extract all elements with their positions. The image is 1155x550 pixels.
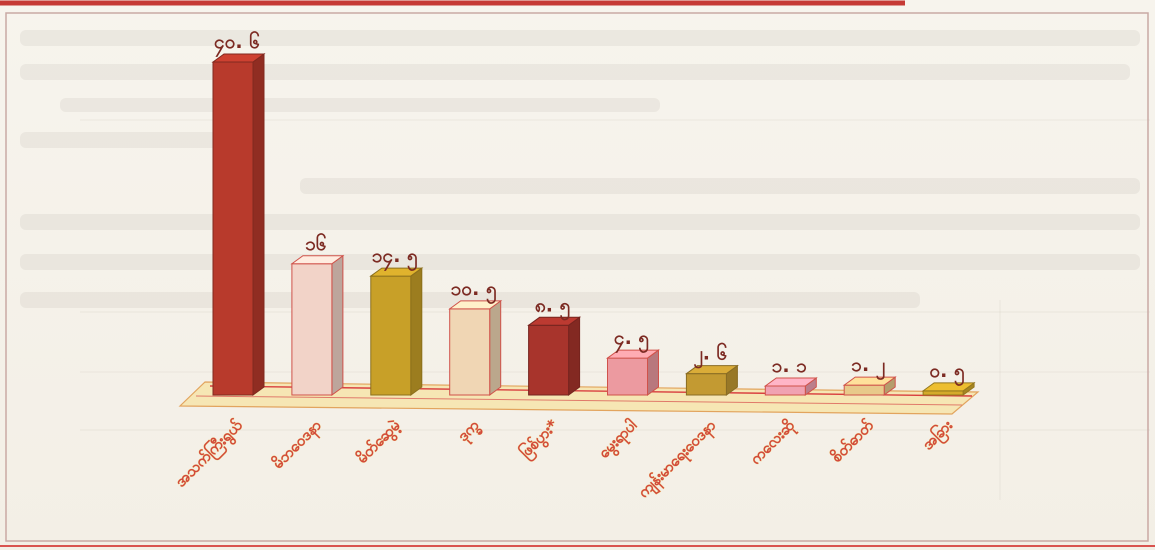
- bar-10: [921, 381, 976, 396]
- bar-3: [369, 267, 424, 396]
- chart-bars: [211, 53, 976, 396]
- tick-label-4: ဒုက္ခ: [454, 416, 486, 448]
- bar-front: [843, 384, 885, 396]
- bar-front: [685, 373, 727, 396]
- tick-label-9: စိတ်ဓာတ်: [827, 415, 878, 466]
- bar-top: [527, 316, 582, 326]
- tick-label-1: အသက်ကြီးရွယ်: [170, 414, 249, 493]
- bar-6: [605, 349, 661, 396]
- bar-top: [842, 376, 897, 386]
- bar-5: [527, 316, 582, 396]
- bar-top: [369, 267, 424, 277]
- bar-side: [252, 53, 265, 396]
- tick-label-10: အခြား: [917, 415, 959, 457]
- bar-side: [568, 316, 581, 396]
- bar-1: [211, 53, 266, 396]
- tick-label-3: မိတ်ဆွေမဲ့: [352, 415, 407, 470]
- tick-label-8: ကလေးဆို: [746, 415, 802, 471]
- bar-top: [448, 300, 503, 310]
- bar-4: [448, 299, 503, 396]
- tick-label-6: မွေးရာပါ: [594, 415, 643, 464]
- bar-side: [331, 254, 344, 396]
- data-label-2: ၁၆: [305, 231, 327, 255]
- bar-7: [684, 364, 739, 396]
- bar-top: [211, 53, 266, 63]
- bleed-through-texture: [20, 30, 1150, 500]
- bar-9: [842, 376, 897, 396]
- chart-frame: [5, 12, 1149, 542]
- bar-front: [212, 61, 254, 396]
- data-label-8: ၁. ၁: [772, 355, 808, 377]
- bar-front: [449, 308, 491, 396]
- tick-label-2: မိဘဝေဒနာ: [268, 415, 328, 475]
- bar-front: [291, 263, 333, 396]
- bar-side: [489, 299, 502, 396]
- bar-2: [290, 254, 345, 396]
- tick-label-5: ဖြစ်ပွား*: [515, 415, 565, 465]
- bar-front: [764, 385, 806, 396]
- bar-front: [528, 324, 570, 396]
- bar-front: [922, 390, 964, 396]
- bar-front: [607, 357, 648, 396]
- tick-label-7: ကျန်းမာရေးဝေဒနာ: [633, 415, 722, 504]
- bar-8: [763, 376, 818, 396]
- bar-top: [684, 365, 739, 375]
- bar-top: [290, 255, 345, 265]
- category-labels: အသက်ကြီးရွယ် မိဘဝေဒနာ မိတ်ဆွေမဲ့ ဒုက္ခ ဖြစ်ပ…: [170, 414, 959, 504]
- bar-top: [605, 349, 661, 359]
- bar-top: [763, 377, 818, 387]
- bar-front: [370, 275, 412, 396]
- bar-top: [921, 382, 976, 392]
- bar-side: [410, 267, 423, 396]
